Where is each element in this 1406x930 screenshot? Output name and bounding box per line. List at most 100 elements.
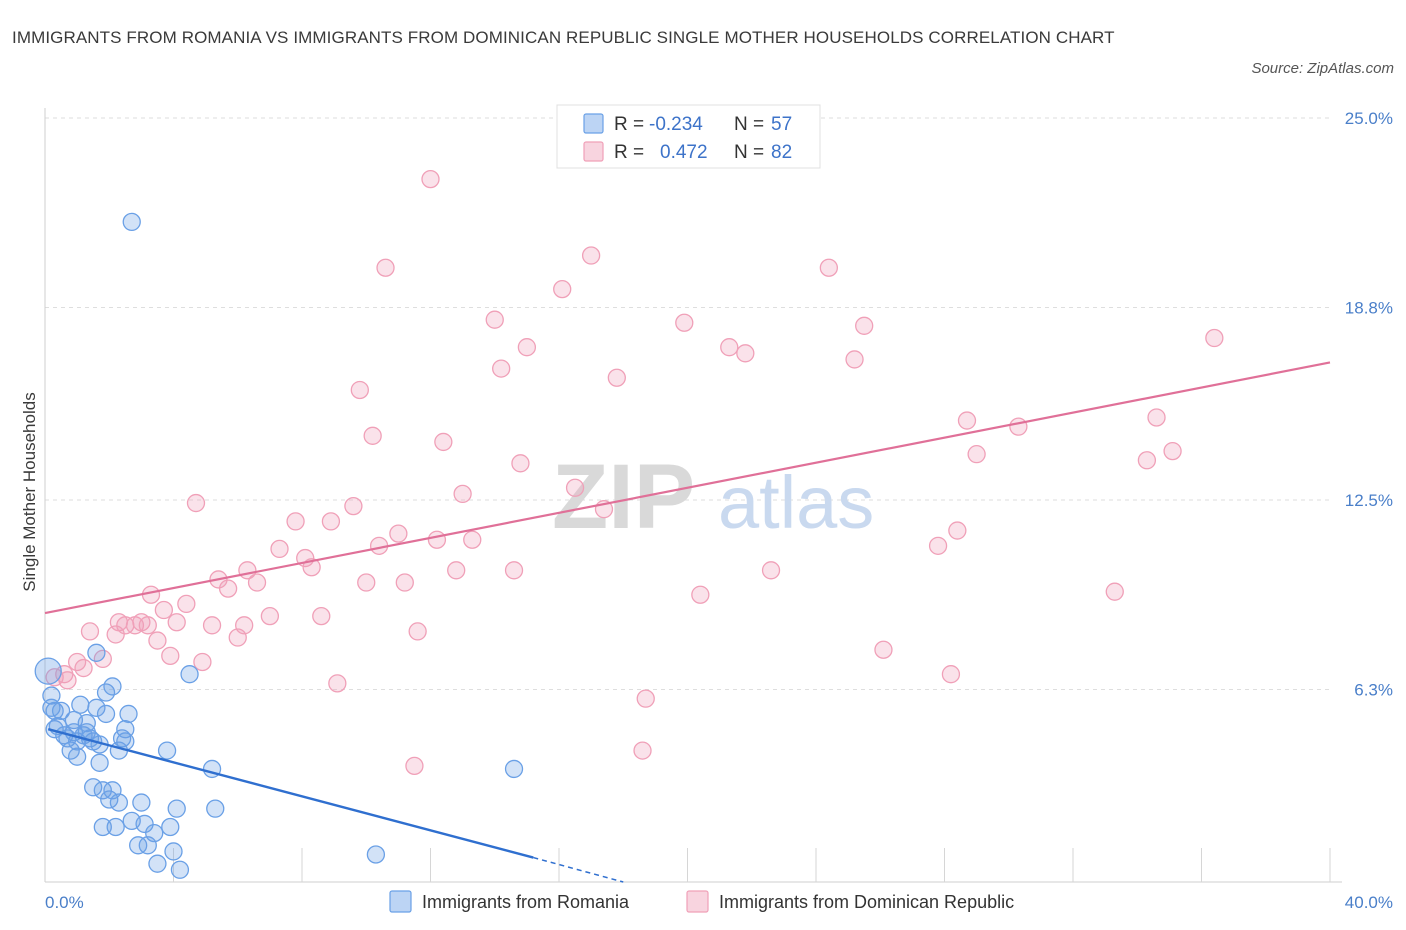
dominican-point-65 — [691, 585, 710, 604]
romania-point-47 — [161, 817, 180, 837]
y-tick-label-3: 25.0% — [1345, 109, 1393, 128]
x-tick-label-1: 40.0% — [1345, 893, 1393, 912]
legend-n-label: N = — [734, 114, 764, 135]
dominican-point-18 — [177, 594, 196, 614]
legend-n-label: N = — [734, 142, 764, 163]
romania-point-48 — [164, 842, 183, 861]
dominican-point-77 — [967, 445, 986, 464]
dominican-point-55 — [511, 454, 530, 473]
romania-point-54 — [504, 759, 524, 779]
legend-swatch-dominican — [583, 141, 604, 162]
romania-point-56 — [167, 799, 186, 818]
dominican-point-72 — [874, 640, 893, 659]
dominican-point-43 — [395, 573, 414, 592]
dominican-point-27 — [247, 573, 267, 592]
romania-point-32 — [109, 793, 129, 812]
dominican-point-64 — [675, 313, 694, 332]
dominican-point-34 — [321, 512, 341, 531]
y-tick-labels: 6.3% 12.5% 18.8% 25.0% — [1345, 109, 1393, 699]
axes — [44, 108, 1342, 883]
dominican-point-17 — [167, 613, 186, 632]
romania-point-53 — [366, 845, 386, 864]
romania-point-41 — [132, 793, 151, 812]
watermark-atlas: atlas — [718, 461, 874, 544]
watermark-zip: ZIP — [552, 446, 695, 548]
dominican-point-21 — [202, 616, 222, 635]
dominican-point-52 — [485, 310, 504, 329]
dominican-point-51 — [463, 530, 482, 549]
y-tick-label-1: 12.5% — [1345, 491, 1393, 510]
dominican-point-56 — [517, 338, 537, 357]
dominican-point-54 — [504, 561, 524, 580]
romania-point-50 — [180, 665, 199, 684]
dominican-point-69 — [819, 258, 838, 277]
trend-lines — [44, 361, 1331, 883]
source-label: Source: ZipAtlas.com — [1251, 60, 1394, 77]
dominican-point-29 — [270, 539, 289, 559]
watermark: ZIP atlas — [552, 446, 874, 548]
romania-point-46 — [157, 741, 177, 760]
dominican-point-4 — [74, 658, 93, 678]
legend-n-value-dominican: 82 — [771, 142, 792, 163]
romania-point-52 — [206, 799, 225, 818]
dominican-point-28 — [260, 606, 280, 626]
dominican-point-49 — [447, 561, 466, 580]
romania-point-14 — [71, 695, 90, 714]
bottom-legend-dominican: Immigrants from Dominican Republic — [719, 892, 1014, 912]
romania-point-0 — [34, 657, 62, 685]
legend-r-value-romania: -0.234 — [649, 114, 703, 135]
dominican-point-12 — [138, 616, 157, 635]
romania-point-40 — [129, 836, 148, 855]
y-tick-label-2: 18.8% — [1345, 298, 1393, 317]
dominican-point-42 — [389, 524, 408, 543]
dominican-point-44 — [405, 756, 424, 776]
romania-point-55 — [90, 753, 109, 772]
bottom-legend-swatch-romania — [389, 890, 412, 913]
dominican-point-70 — [845, 350, 864, 369]
romania-point-39 — [122, 212, 141, 232]
dominican-point-33 — [312, 606, 331, 626]
romania-point-24 — [93, 781, 112, 800]
dominican-point-59 — [581, 246, 601, 265]
bottom-legend-romania: Immigrants from Romania — [422, 892, 630, 912]
trend-line-romania-extension — [533, 856, 624, 883]
dominican-point-38 — [357, 573, 376, 592]
dominican-point-46 — [421, 169, 440, 189]
romania-point-42 — [135, 814, 154, 834]
chart-title: IMMIGRANTS FROM ROMANIA VS IMMIGRANTS FR… — [12, 28, 1115, 47]
dominican-point-5 — [80, 622, 100, 641]
dominican-point-71 — [855, 316, 874, 335]
romania-point-31 — [106, 817, 125, 837]
legend-r-value-dominican: 0.472 — [660, 142, 708, 163]
dominican-point-80 — [1137, 451, 1157, 470]
dominican-point-73 — [928, 536, 948, 555]
dominican-point-47 — [427, 530, 447, 549]
dominican-point-76 — [957, 411, 977, 430]
dominican-point-62 — [636, 689, 655, 708]
romania-point-3 — [45, 701, 64, 721]
romania-point-22 — [87, 643, 106, 662]
legend-r-label: R = — [614, 114, 644, 135]
dominican-point-35 — [328, 674, 347, 693]
dominican-point-2 — [58, 671, 77, 690]
romania-point-45 — [148, 854, 167, 873]
romania-point-21 — [87, 698, 106, 717]
romania-point-26 — [96, 704, 116, 724]
romania-point-49 — [170, 860, 190, 879]
romania-point-4 — [45, 720, 64, 739]
dominican-point-19 — [186, 493, 206, 513]
romania-point-12 — [67, 747, 87, 766]
dominican-point-78 — [1009, 417, 1028, 436]
x-tick-labels: 0.0% 40.0% — [45, 893, 1393, 912]
dominican-point-50 — [453, 484, 472, 504]
x-tick-label-0: 0.0% — [45, 893, 84, 912]
dominican-point-45 — [408, 622, 427, 641]
y-axis-label: Single Mother Households — [20, 392, 39, 591]
trend-line-dominican — [44, 361, 1331, 615]
legend-r-label: R = — [614, 142, 644, 163]
y-tick-label-0: 6.3% — [1354, 680, 1393, 699]
legend-swatch-romania — [583, 113, 604, 134]
romania-point-44 — [145, 823, 164, 843]
dominican-point-16 — [161, 646, 180, 666]
legend-n-value-romania: 57 — [771, 114, 792, 135]
